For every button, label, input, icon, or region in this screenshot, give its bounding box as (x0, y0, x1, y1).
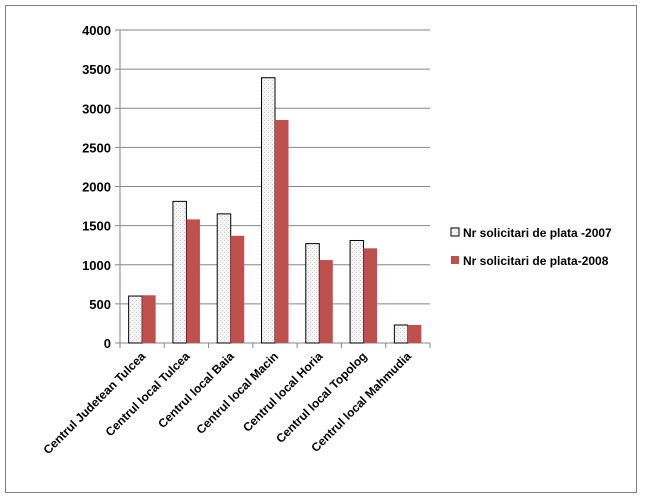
bar-series-2 (186, 219, 200, 343)
bar-series-2 (275, 119, 289, 343)
y-tick-label: 3500 (82, 62, 111, 77)
legend-swatch-1 (450, 227, 460, 237)
bar-series-2 (363, 248, 378, 343)
bar-series-2 (319, 260, 333, 343)
bar-series-1 (393, 324, 409, 344)
y-tick-label: 3000 (82, 101, 111, 116)
x-tick-label: Centrul local Horia (240, 349, 326, 435)
y-tick-label: 2500 (82, 140, 111, 155)
bar-series-1 (216, 213, 232, 344)
y-tick-label: 0 (104, 336, 111, 351)
y-tick-label: 2000 (82, 180, 111, 195)
bars (128, 77, 422, 344)
bar-series-2 (230, 235, 245, 343)
bar-series-1 (349, 239, 365, 344)
x-tick-label: Centrul local Baia (155, 349, 237, 431)
legend: Nr solicitari de plata -2007 Nr solicitar… (450, 226, 612, 268)
legend-label-2: Nr solicitari de plata-2008 (463, 254, 609, 268)
legend-label-1: Nr solicitari de plata -2007 (463, 226, 612, 240)
bar-series-1 (261, 77, 276, 344)
x-tick-label: Centrul local Tulcea (103, 349, 193, 439)
y-tick-label: 1000 (82, 258, 111, 273)
bar-series-2 (407, 325, 422, 343)
y-tick-label: 500 (89, 297, 111, 312)
y-tick-label: 1500 (82, 219, 111, 234)
x-tick-label: Centrul local Macin (193, 349, 281, 437)
bar-series-2 (142, 295, 156, 343)
bar-series-1 (128, 295, 143, 344)
bar-series-1 (305, 243, 320, 344)
bar-series-1 (172, 200, 187, 344)
y-tick-label: 4000 (82, 23, 111, 38)
y-tick-labels: 0 500 1000 1500 2000 2500 3000 3500 4000 (82, 23, 111, 351)
legend-swatch-2 (451, 256, 459, 264)
chart-frame (5, 5, 637, 493)
